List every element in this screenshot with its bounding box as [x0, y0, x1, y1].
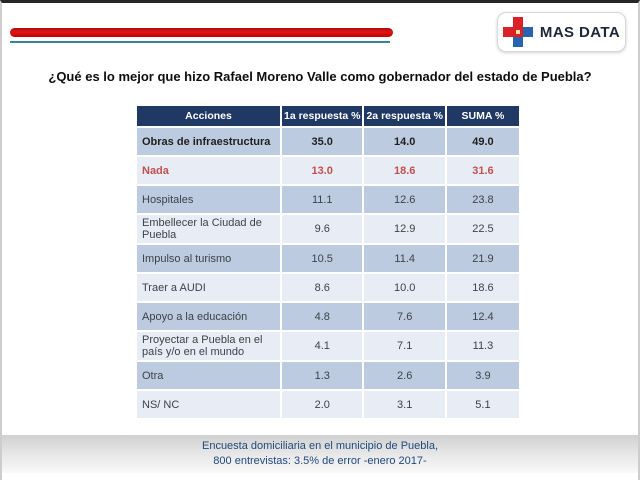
cross-icon [502, 17, 533, 47]
column-header-acciones: Acciones [137, 106, 280, 126]
value-cell: 7.1 [364, 332, 445, 360]
value-cell: 3.9 [446, 362, 519, 389]
table-row: Hospitales 11.1 12.6 23.8 [137, 186, 519, 213]
table-row: Proyectar a Puebla en el país y/o en el … [137, 332, 519, 360]
value-cell: 23.8 [446, 186, 519, 213]
results-table-container: Acciones 1a respuesta % 2a respuesta % S… [135, 104, 521, 420]
action-label-cell: Traer a AUDI [137, 274, 280, 301]
table-row: Obras de infraestructura 35.0 14.0 49.0 [137, 128, 519, 155]
footer-line2: 800 entrevistas: 3.5% de error -enero 20… [213, 455, 427, 467]
action-label-cell: Otra [137, 362, 280, 389]
column-header-2a-respuesta: 2a respuesta % [364, 106, 445, 126]
table-header-row: Acciones 1a respuesta % 2a respuesta % S… [137, 106, 519, 126]
column-header-suma: SUMA % [446, 106, 519, 126]
value-cell: 22.5 [446, 215, 519, 243]
results-table: Acciones 1a respuesta % 2a respuesta % S… [135, 104, 521, 420]
footer-line1: Encuesta domiciliaria en el municipio de… [201, 439, 439, 452]
action-label-cell: Embellecer la Ciudad de Puebla [137, 215, 280, 243]
masdata-logo: MAS DATA [497, 12, 626, 52]
value-cell: 21.9 [446, 245, 519, 272]
value-cell: 1.3 [282, 362, 363, 389]
action-label-cell: NS/ NC [137, 391, 280, 418]
value-cell: 13.0 [282, 157, 363, 184]
value-cell: 8.6 [282, 274, 363, 301]
value-cell: 14.0 [364, 128, 445, 155]
value-cell: 4.1 [282, 332, 363, 360]
value-cell: 2.6 [364, 362, 445, 389]
table-row: Nada 13.0 18.6 31.6 [137, 157, 519, 184]
table-row: Impulso al turismo 10.5 11.4 21.9 [137, 245, 519, 272]
table-row: Traer a AUDI 8.6 10.0 18.6 [137, 274, 519, 301]
value-cell: 11.3 [446, 332, 519, 360]
value-cell: 5.1 [446, 391, 519, 418]
top-accent-bar [10, 28, 393, 37]
table-row: Otra 1.3 2.6 3.9 [137, 362, 519, 389]
value-cell: 12.4 [446, 303, 519, 330]
logo-text: MAS DATA [539, 23, 621, 41]
column-header-1a-respuesta: 1a respuesta % [282, 106, 363, 126]
value-cell: 18.6 [364, 157, 445, 184]
value-cell: 10.0 [364, 274, 445, 301]
value-cell: 7.6 [364, 303, 445, 330]
action-label-cell: Obras de infraestructura [137, 128, 280, 155]
top-accent-underline [10, 41, 390, 43]
value-cell: 12.6 [364, 186, 445, 213]
value-cell: 49.0 [446, 128, 519, 155]
value-cell: 3.1 [364, 391, 445, 418]
value-cell: 4.8 [282, 303, 363, 330]
value-cell: 31.6 [446, 157, 519, 184]
action-label-cell: Nada [137, 157, 280, 184]
value-cell: 2.0 [282, 391, 363, 418]
action-label-cell: Impulso al turismo [137, 245, 280, 272]
value-cell: 18.6 [446, 274, 519, 301]
value-cell: 35.0 [282, 128, 363, 155]
value-cell: 11.1 [282, 186, 363, 213]
action-label-cell: Hospitales [137, 186, 280, 213]
table-row: Embellecer la Ciudad de Puebla 9.6 12.9 … [137, 215, 519, 243]
value-cell: 12.9 [364, 215, 445, 243]
action-label-cell: Proyectar a Puebla en el país y/o en el … [137, 332, 280, 360]
value-cell: 10.5 [282, 245, 363, 272]
action-label-cell: Apoyo a la educación [137, 303, 280, 330]
value-cell: 11.4 [364, 245, 445, 272]
table-row: Apoyo a la educación 4.8 7.6 12.4 [137, 303, 519, 330]
value-cell: 9.6 [282, 215, 363, 243]
footer-band: Encuesta domiciliaria en el municipio de… [2, 435, 638, 473]
table-row: NS/ NC 2.0 3.1 5.1 [137, 391, 519, 418]
slide-title: ¿Qué es lo mejor que hizo Rafael Moreno … [48, 69, 592, 84]
